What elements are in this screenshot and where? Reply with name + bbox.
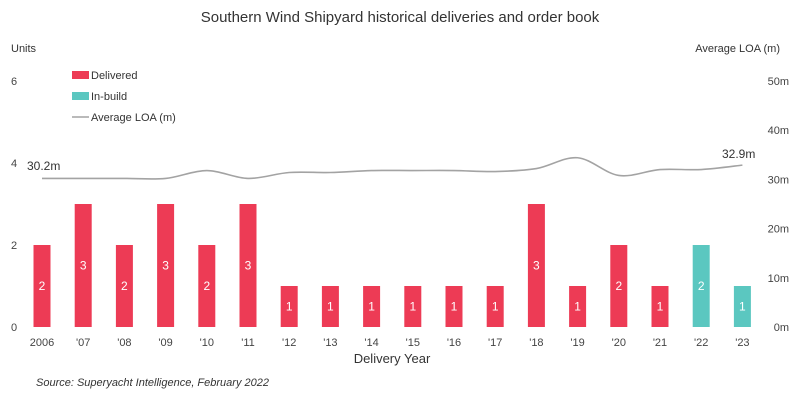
bar-value-label: 1 (368, 300, 375, 314)
bars (33, 204, 751, 327)
y2-tick-label: 30m (768, 174, 789, 186)
bar-delivered (157, 204, 175, 327)
bar-delivered (74, 204, 92, 327)
bar-value-label: 1 (492, 300, 499, 314)
bar-value-label: 2 (121, 279, 128, 293)
y-axis-ticks: 0 2 4 6 (11, 76, 17, 334)
bar-delivered (198, 245, 216, 327)
bar-value-label: 1 (286, 300, 293, 314)
y-tick-label: 0 (11, 322, 17, 334)
bar-delivered (363, 286, 381, 327)
x-tick-label: '08 (117, 337, 131, 349)
x-tick-label: '12 (282, 337, 296, 349)
x-axis-ticks: 2006 '07 '08 '09 '10 '11 '12 '13 '14 '15 '16 '17 '18… (30, 337, 750, 349)
y2-tick-label: 20m (768, 224, 789, 236)
bar-value-label: 3 (162, 259, 169, 273)
x-tick-label: '18 (529, 337, 543, 349)
y-axis-title: Units (11, 43, 37, 55)
x-tick-label: '10 (200, 337, 214, 349)
loa-line (42, 156, 743, 180)
bar-delivered (33, 245, 51, 327)
bar-value-label: 1 (451, 300, 458, 314)
y-tick-label: 4 (11, 158, 17, 170)
x-tick-label: '22 (694, 337, 708, 349)
bar-labels: 2 3 2 3 2 3 1 1 1 1 1 1 3 1 2 1 2 1 (39, 259, 746, 314)
bar-value-label: 2 (39, 279, 46, 293)
legend-label-loa: Average LOA (m) (91, 112, 176, 124)
bar-delivered (115, 245, 133, 327)
bar-delivered (610, 245, 628, 327)
bar-value-label: 2 (615, 279, 622, 293)
bar-delivered (486, 286, 504, 327)
bar-value-label: 3 (80, 259, 87, 273)
y-tick-label: 2 (11, 240, 17, 252)
y-tick-label: 6 (11, 76, 17, 88)
legend-label-delivered: Delivered (91, 70, 137, 82)
x-tick-label: '19 (570, 337, 584, 349)
x-tick-label: '20 (612, 337, 626, 349)
bar-inbuild (733, 286, 751, 327)
y2-tick-label: 0m (774, 322, 789, 334)
bar-delivered (569, 286, 587, 327)
bar-value-label: 3 (533, 259, 540, 273)
bar-value-label: 3 (245, 259, 252, 273)
x-tick-label: 2006 (30, 337, 54, 349)
loa-line-path (42, 156, 743, 180)
bar-value-label: 1 (574, 300, 581, 314)
bar-value-label: 1 (409, 300, 416, 314)
start-annotation: 30.2m (27, 159, 60, 173)
bar-delivered (239, 204, 257, 327)
legend-swatch-delivered (72, 71, 89, 79)
bar-value-label: 2 (203, 279, 210, 293)
end-annotation: 32.9m (722, 147, 755, 161)
chart-title: Southern Wind Shipyard historical delive… (201, 9, 600, 26)
x-tick-label: '14 (364, 337, 378, 349)
bar-value-label: 2 (698, 279, 705, 293)
x-tick-label: '11 (241, 337, 255, 349)
y2-tick-label: 50m (768, 76, 789, 88)
source-note: Source: Superyacht Intelligence, Februar… (36, 377, 269, 389)
bar-value-label: 1 (327, 300, 334, 314)
bar-value-label: 1 (739, 300, 746, 314)
bar-delivered (280, 286, 298, 327)
y2-tick-label: 10m (768, 273, 789, 285)
x-tick-label: '07 (76, 337, 90, 349)
bar-value-label: 1 (657, 300, 664, 314)
x-tick-label: '17 (488, 337, 502, 349)
y2-axis-title: Average LOA (m) (695, 43, 780, 55)
x-tick-label: '23 (735, 337, 749, 349)
legend-swatch-inbuild (72, 92, 89, 100)
bar-delivered (404, 286, 422, 327)
legend: Delivered In-build Average LOA (m) (72, 70, 176, 124)
bar-delivered (527, 204, 545, 327)
x-tick-label: '09 (158, 337, 172, 349)
x-tick-label: '16 (447, 337, 461, 349)
x-axis-title: Delivery Year (354, 351, 431, 366)
legend-label-inbuild: In-build (91, 91, 127, 103)
y2-axis-ticks: 0m 10m 20m 30m 40m 50m (768, 76, 789, 334)
x-tick-label: '21 (653, 337, 667, 349)
bar-delivered (321, 286, 339, 327)
y2-tick-label: 40m (768, 125, 789, 137)
bar-inbuild (692, 245, 710, 327)
x-tick-label: '15 (406, 337, 420, 349)
bar-delivered (445, 286, 463, 327)
bar-delivered (651, 286, 669, 327)
x-tick-label: '13 (323, 337, 337, 349)
